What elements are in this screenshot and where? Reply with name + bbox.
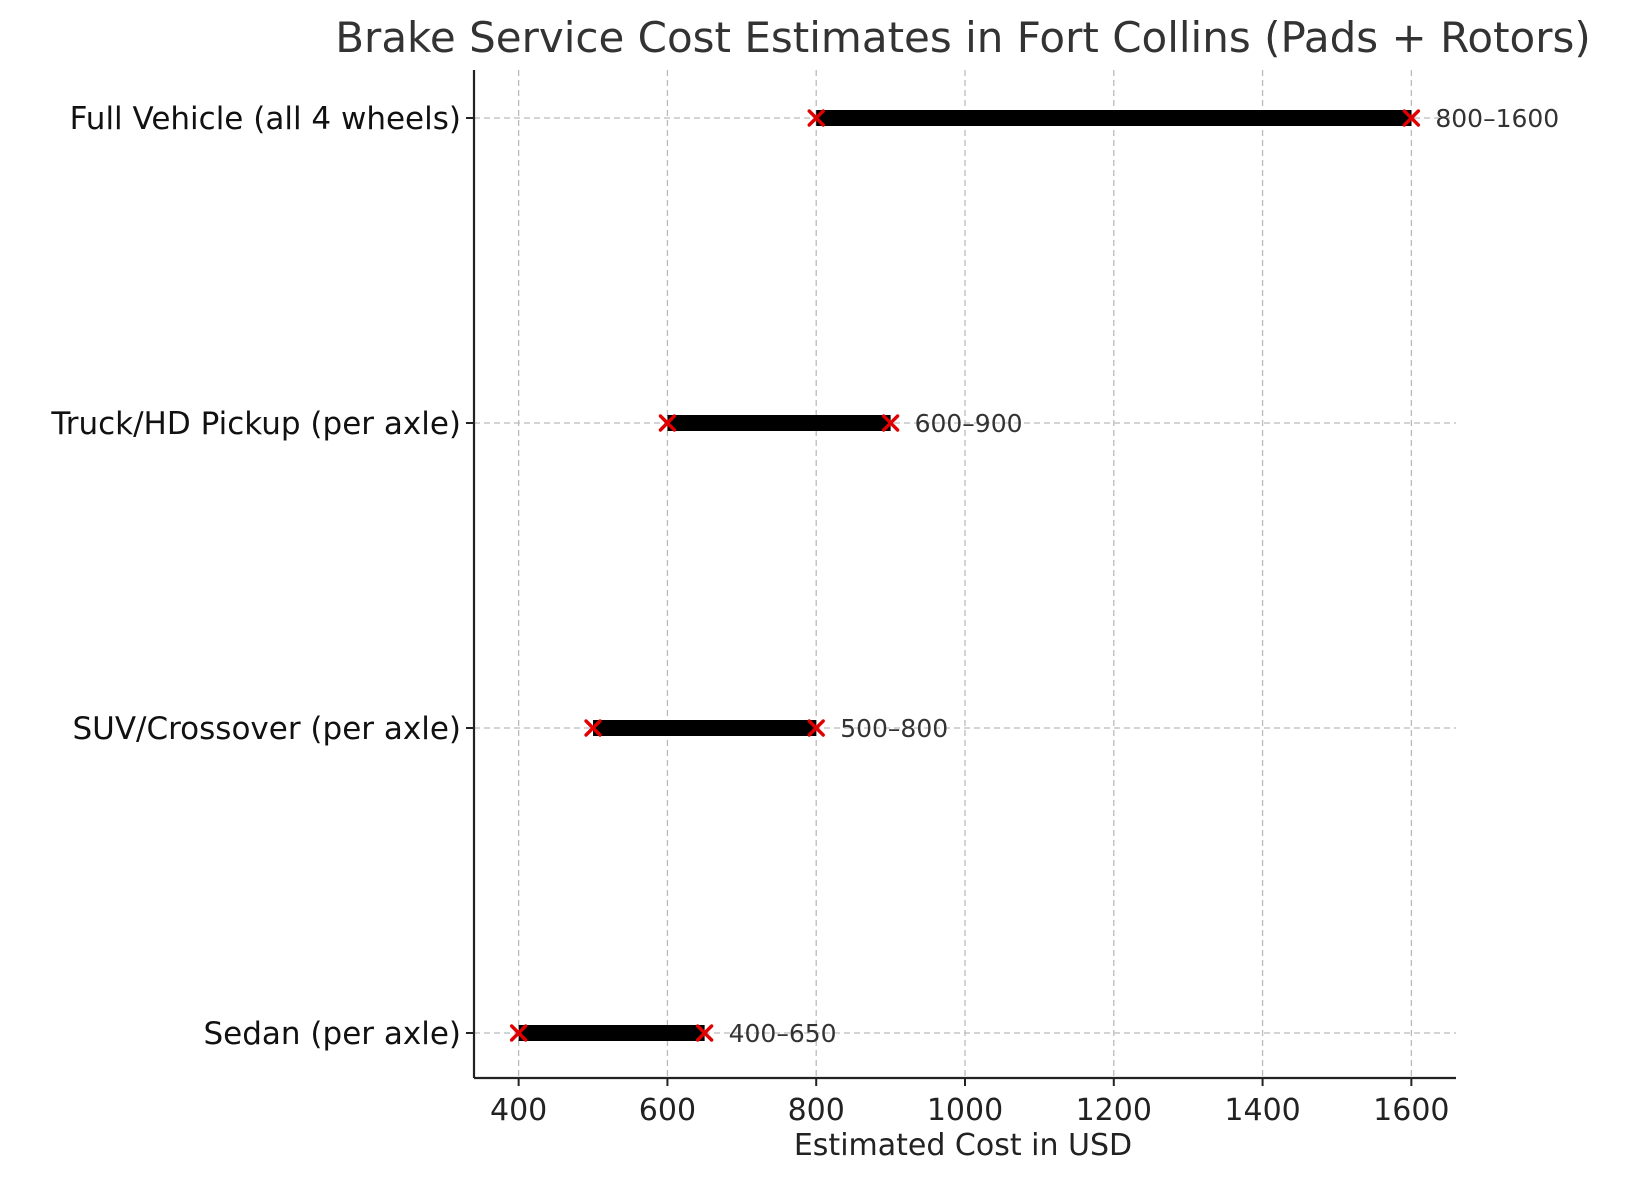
x-axis-label: Estimated Cost in USD	[794, 1128, 1132, 1163]
range-low-marker	[509, 1024, 528, 1042]
range-bars	[518, 110, 1412, 1041]
category-label: SUV/Crossover (per axle)	[72, 711, 461, 747]
x-tick-label: 1200	[1076, 1093, 1152, 1128]
range-value-label: 500–800	[840, 714, 948, 743]
range-low-marker	[807, 109, 825, 127]
range-high-marker	[881, 414, 900, 432]
range-value-label: 800–1600	[1435, 104, 1559, 133]
category-label: Truck/HD Pickup (per axle)	[50, 406, 461, 442]
x-tick-label: 1400	[1224, 1093, 1300, 1128]
range-low-marker	[584, 719, 602, 737]
range-value-label: 600–900	[915, 409, 1023, 438]
axes	[466, 70, 1456, 1086]
x-tick-label: 400	[490, 1093, 547, 1128]
range-labels: 400–650 500–800 600–900 800–1600	[729, 104, 1560, 1048]
category-label: Full Vehicle (all 4 wheels)	[70, 101, 461, 137]
chart-title: Brake Service Cost Estimates in Fort Col…	[335, 13, 1591, 62]
tick-labels: 400 600 800 1000 1200 1400 1600	[490, 1093, 1450, 1128]
range-markers	[509, 109, 1421, 1042]
grid-lines	[474, 70, 1456, 1078]
range-high-marker	[695, 1024, 714, 1042]
category-labels: Sedan (per axle) SUV/Crossover (per axle)…	[50, 101, 461, 1052]
x-tick-label: 600	[639, 1093, 696, 1128]
x-tick-label: 800	[788, 1093, 845, 1128]
range-high-marker	[807, 719, 825, 737]
category-label: Sedan (per axle)	[204, 1016, 462, 1052]
range-value-label: 400–650	[729, 1019, 837, 1048]
x-tick-label: 1000	[927, 1093, 1003, 1128]
range-low-marker	[658, 414, 677, 432]
range-high-marker	[1402, 109, 1421, 127]
x-tick-label: 1600	[1373, 1093, 1449, 1128]
